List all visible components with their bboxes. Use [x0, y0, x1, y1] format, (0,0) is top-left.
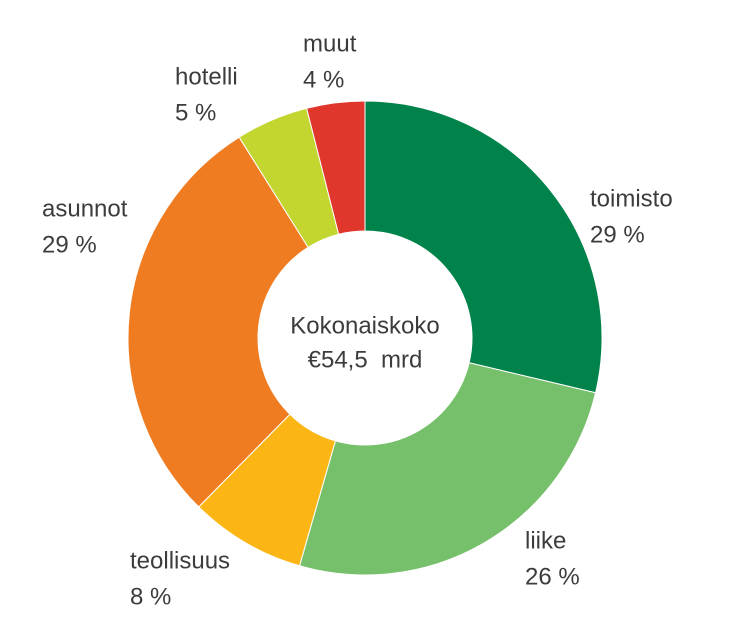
- segment-label: liike: [525, 527, 566, 554]
- segment-value: 26 %: [525, 563, 580, 590]
- segment-value: 8 %: [130, 583, 171, 610]
- segment-label: asunnot: [42, 195, 128, 222]
- donut-segment: [306, 100, 366, 235]
- segment-label: teollisuus: [130, 547, 230, 574]
- donut-segment: [127, 136, 309, 508]
- segment-value: 5 %: [175, 99, 216, 126]
- segment-label: hotelli: [175, 63, 238, 90]
- center-label: €54,5 mrd: [308, 346, 423, 373]
- segment-value: 29 %: [590, 221, 645, 248]
- segment-value: 29 %: [42, 231, 97, 258]
- segment-label: toimisto: [590, 185, 673, 212]
- donut-segment: [364, 100, 603, 394]
- segment-label: muut: [303, 30, 357, 57]
- center-label: Kokonaiskoko: [290, 312, 439, 339]
- donut-segment: [298, 362, 597, 576]
- segment-value: 4 %: [303, 66, 344, 93]
